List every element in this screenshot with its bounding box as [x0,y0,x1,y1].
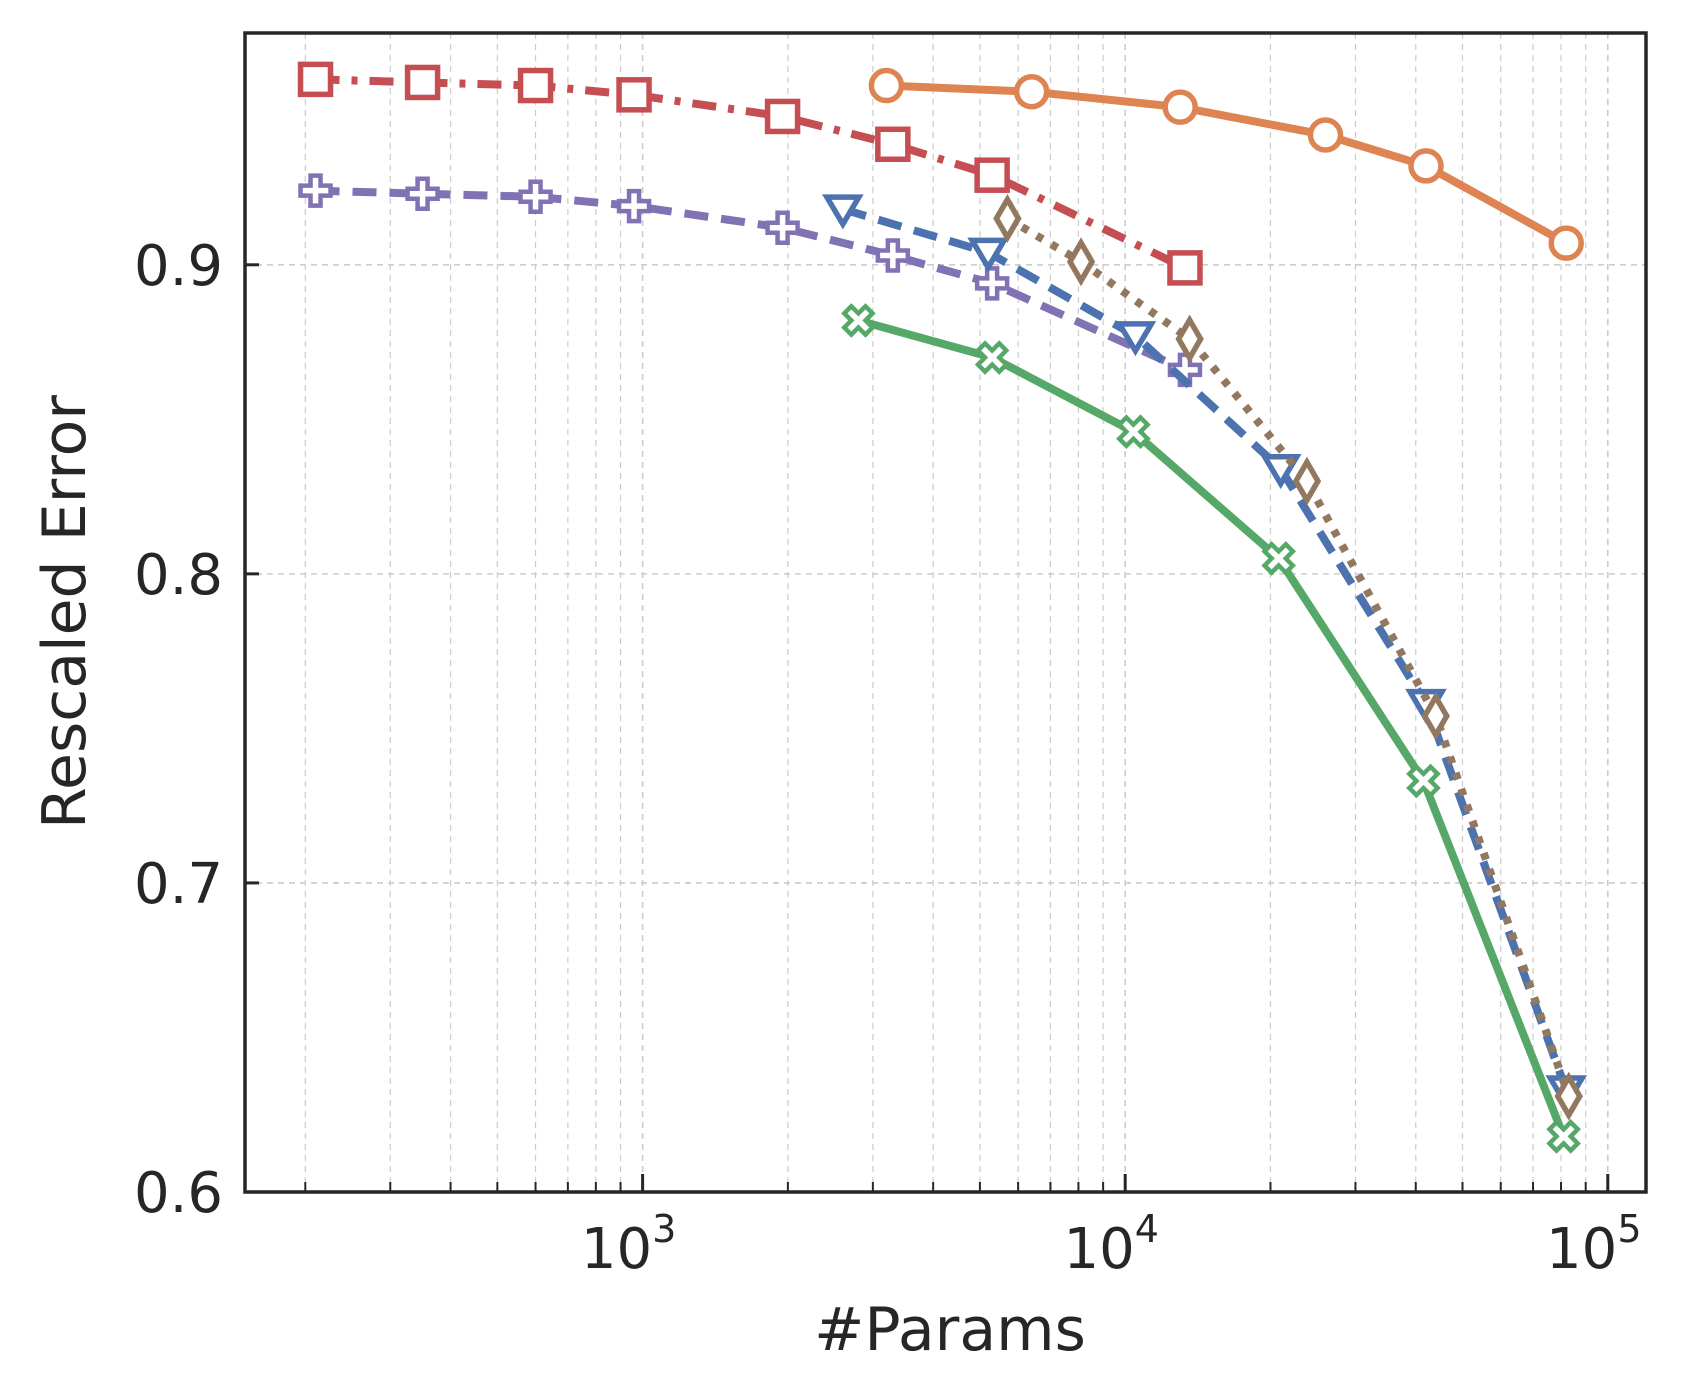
series-line [315,75,1187,272]
series-red-square [297,61,1203,286]
series-line [315,186,1187,374]
x-tick-label: 103 [581,1207,676,1282]
square-marker [974,157,1010,193]
triangle-marker [1114,321,1157,357]
diamond-marker [1175,314,1204,364]
x-marker [1406,763,1441,799]
series-line [841,205,1570,1092]
series-blue-triangle [822,194,1588,1111]
diamond-marker [1421,691,1450,741]
x-tick-exponent: 4 [1135,1207,1159,1251]
x-marker [1116,414,1151,450]
square-marker [297,61,334,98]
circle-marker [1307,117,1344,153]
y-tick-label: 0.7 [134,852,223,917]
series-line [1005,214,1573,1098]
ticks [245,263,1610,1194]
x-tick-label: 105 [1546,1207,1641,1282]
y-tick-label: 0.9 [134,234,223,299]
plus-marker [298,173,333,208]
x-marker [1546,1119,1581,1154]
plus-marker [405,176,440,211]
square-marker [764,98,801,135]
y-tick-label: 0.6 [134,1161,223,1226]
series-line [857,316,1568,1138]
x-marker [1261,541,1297,576]
x-axis-label: #Params [814,1295,1086,1365]
diamond-marker [1066,237,1096,287]
plus-marker [1167,352,1203,388]
x-tick-label: 104 [1063,1207,1158,1282]
series-orange-circle [868,67,1584,261]
triangle-marker [967,237,1009,273]
plus-marker [616,188,652,224]
triangle-marker [822,194,864,230]
plus-marker [518,179,553,215]
square-marker [1167,250,1203,286]
series-layer [297,61,1588,1154]
series-green-x [841,303,1581,1154]
circle-marker [1013,73,1050,110]
x-tick-base: 10 [1063,1217,1134,1282]
plus-marker [765,210,800,245]
square-marker [616,77,652,113]
x-tick-base: 10 [581,1217,652,1282]
circle-marker [1548,225,1584,261]
square-marker [404,64,441,101]
square-marker [517,67,554,104]
series-purple-plus [298,173,1203,388]
series-brown-diamond [993,193,1583,1121]
x-tick-exponent: 3 [652,1207,676,1251]
x-tick-exponent: 5 [1617,1207,1641,1251]
y-axis-label: Rescaled Error [30,395,100,829]
plus-marker [875,238,911,273]
circle-marker [868,67,905,104]
diamond-marker [1554,1071,1583,1121]
grid [245,33,1646,1192]
diamond-marker [1292,456,1322,506]
plus-marker [974,266,1010,301]
plot-frame [243,31,1648,1194]
square-marker [875,126,911,163]
series-line [886,81,1569,247]
x-marker [974,340,1010,375]
circle-marker [1408,148,1444,184]
circle-marker [1162,89,1198,125]
diamond-marker [993,193,1022,243]
x-tick-base: 10 [1546,1217,1617,1282]
y-tick-label: 0.8 [134,543,223,608]
x-marker [841,303,876,338]
